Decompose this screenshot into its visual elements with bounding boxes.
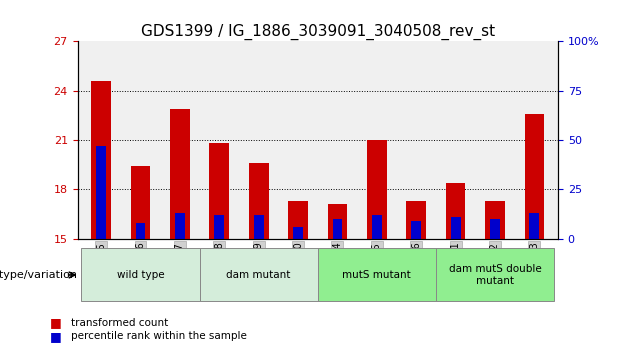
Bar xyxy=(175,213,185,239)
Bar xyxy=(293,227,303,239)
Bar xyxy=(136,223,146,239)
FancyBboxPatch shape xyxy=(436,248,554,301)
Bar xyxy=(249,163,268,239)
Bar xyxy=(91,81,111,239)
Bar xyxy=(254,215,264,239)
Text: dam mutant: dam mutant xyxy=(226,270,291,280)
Bar xyxy=(96,146,106,239)
Text: transformed count: transformed count xyxy=(71,318,169,327)
Bar xyxy=(451,217,461,239)
Text: genotype/variation: genotype/variation xyxy=(0,270,78,280)
Bar xyxy=(332,219,342,239)
Bar xyxy=(210,144,229,239)
FancyBboxPatch shape xyxy=(200,248,318,301)
Text: dam mutS double
mutant: dam mutS double mutant xyxy=(449,264,541,286)
Text: percentile rank within the sample: percentile rank within the sample xyxy=(71,332,247,341)
Text: ■: ■ xyxy=(50,330,61,343)
Bar xyxy=(490,219,500,239)
Bar xyxy=(372,215,382,239)
Bar xyxy=(327,204,347,239)
Bar xyxy=(525,114,544,239)
Bar xyxy=(131,166,151,239)
Text: mutS mutant: mutS mutant xyxy=(342,270,411,280)
FancyBboxPatch shape xyxy=(318,248,436,301)
Bar xyxy=(367,140,387,239)
Text: ■: ■ xyxy=(50,316,61,329)
Text: wild type: wild type xyxy=(117,270,164,280)
Bar xyxy=(485,201,505,239)
Title: GDS1399 / IG_1886_3039091_3040508_rev_st: GDS1399 / IG_1886_3039091_3040508_rev_st xyxy=(141,24,495,40)
Bar xyxy=(170,109,190,239)
Bar xyxy=(411,221,421,239)
Bar xyxy=(406,201,426,239)
Bar xyxy=(215,215,224,239)
FancyBboxPatch shape xyxy=(81,248,200,301)
Bar xyxy=(446,183,466,239)
Bar xyxy=(288,201,308,239)
Bar xyxy=(529,213,539,239)
